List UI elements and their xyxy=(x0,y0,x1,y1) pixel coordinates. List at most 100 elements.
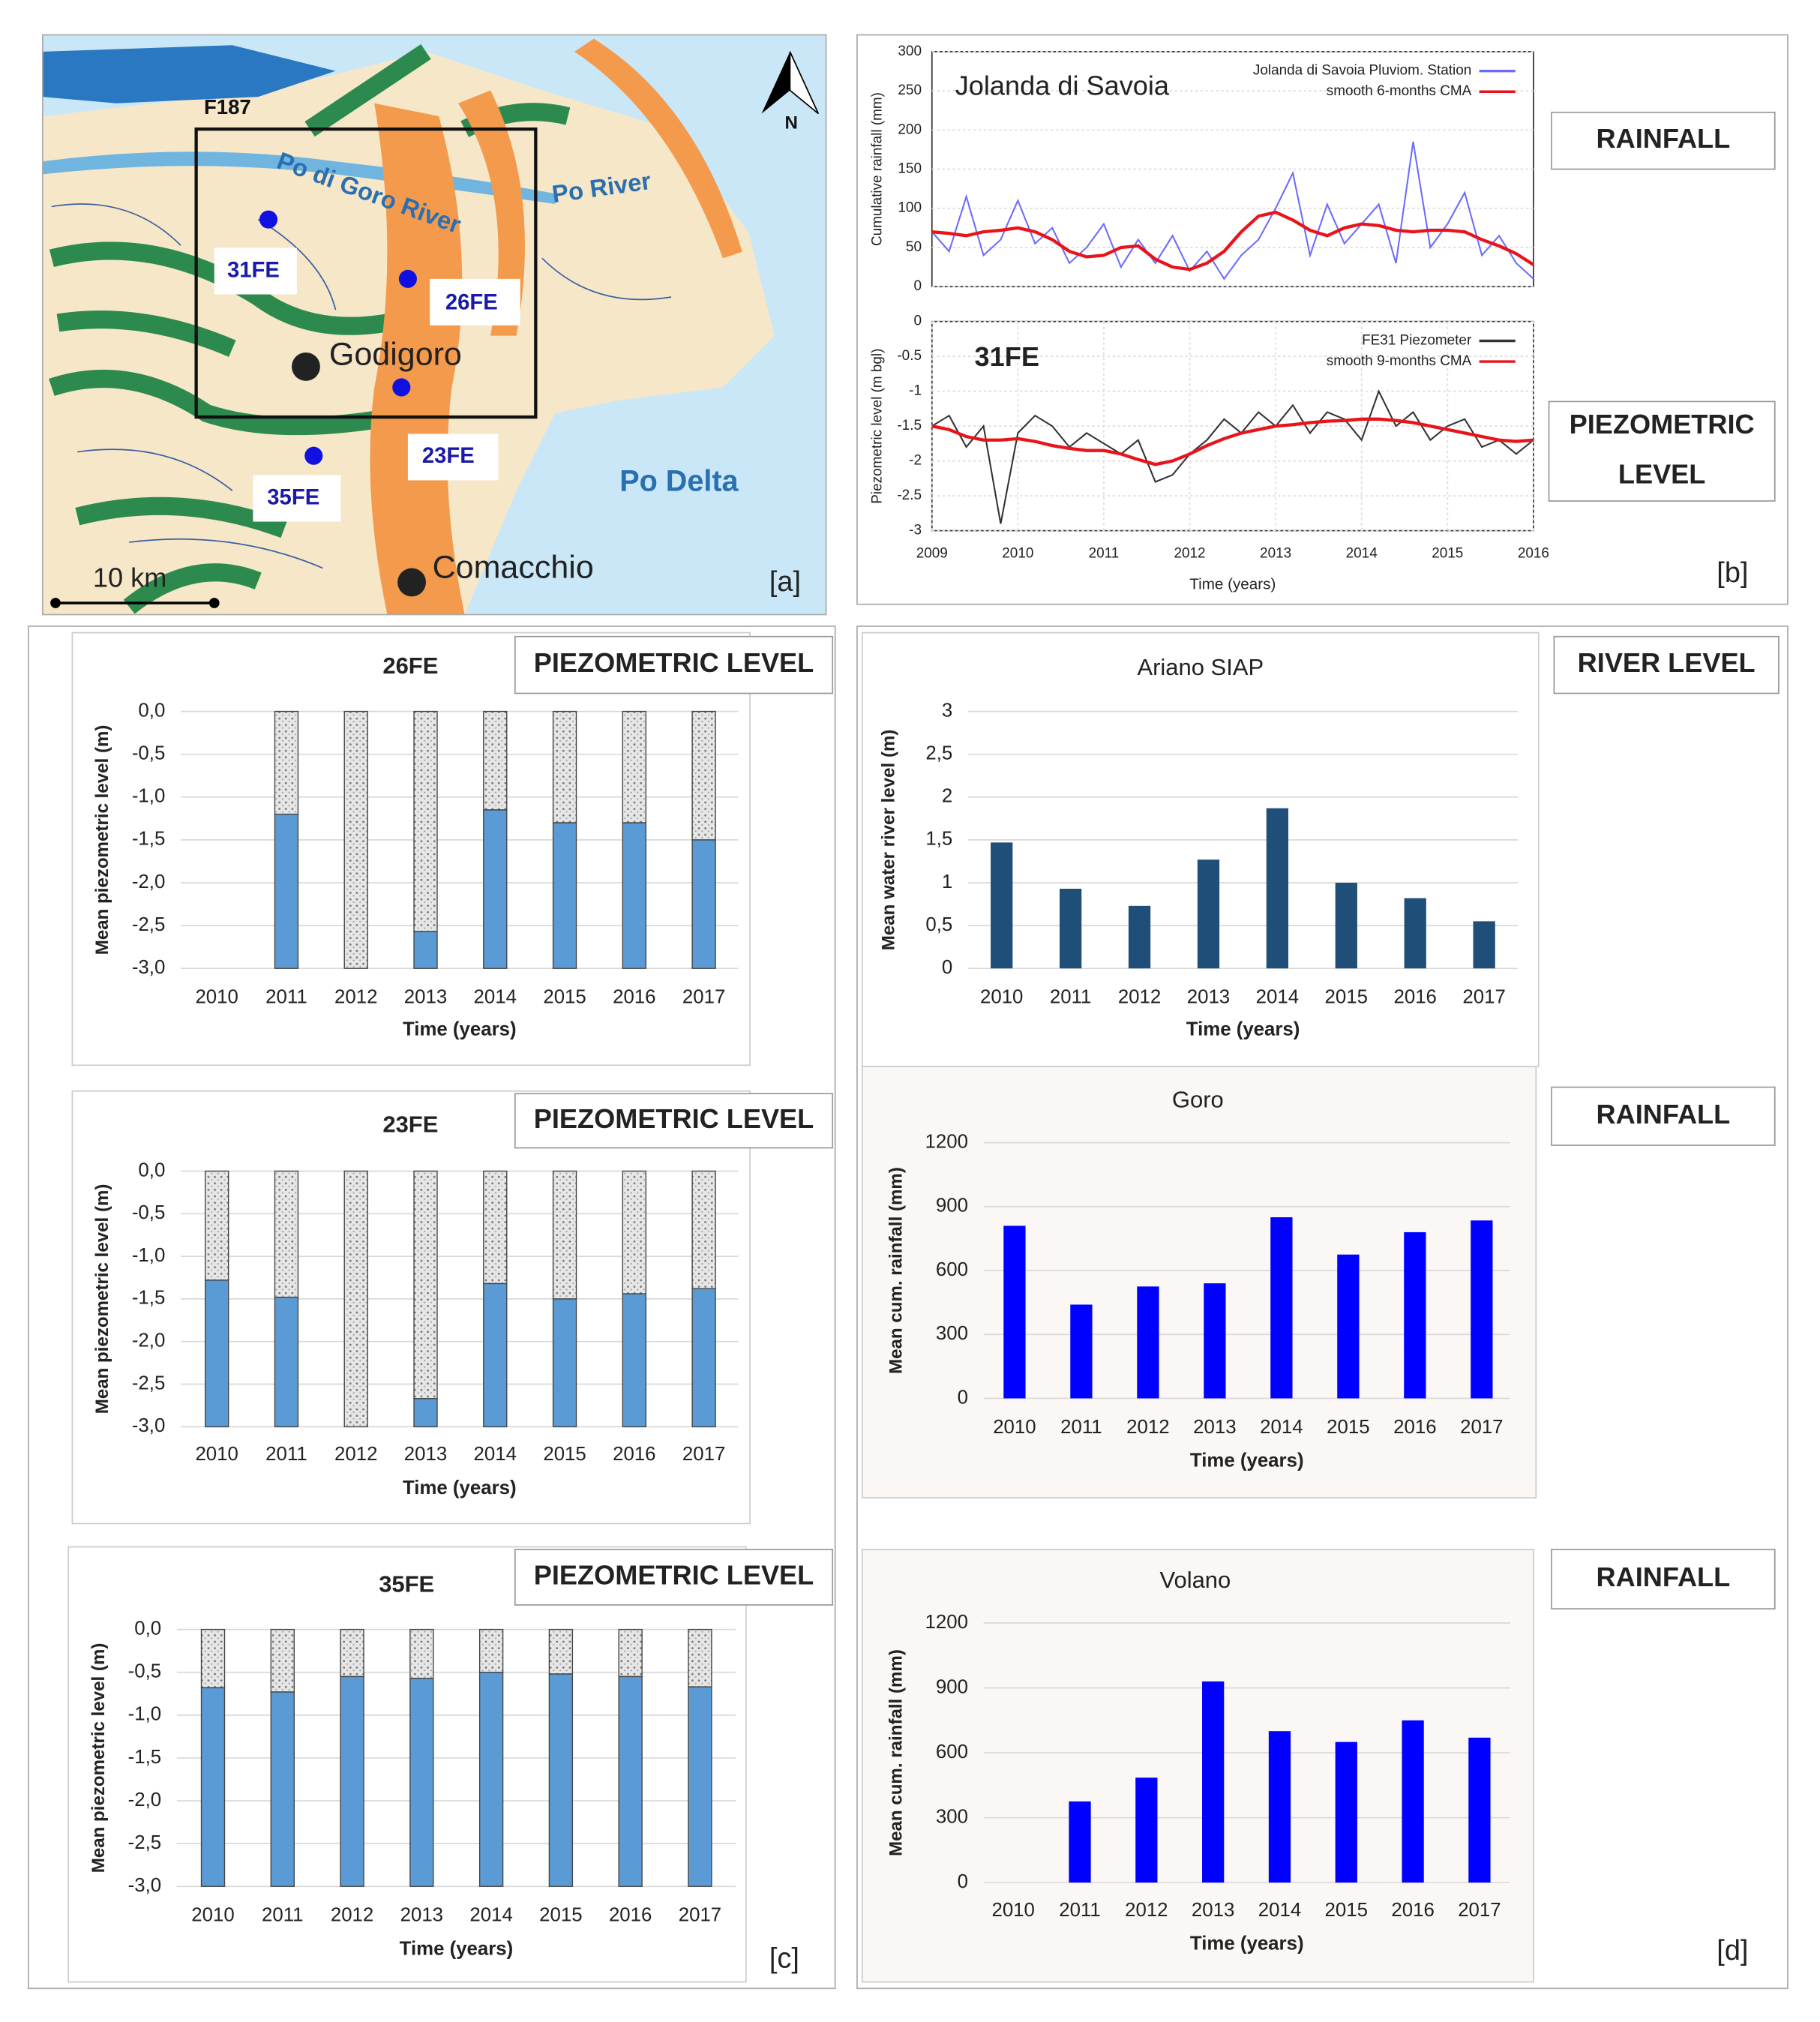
y-tick-label: 300 xyxy=(936,1806,968,1827)
y-axis-label: Mean piezometric level (m) xyxy=(88,1643,109,1874)
series-line xyxy=(931,141,1534,280)
x-tick-label: 2011 xyxy=(1059,1900,1101,1921)
bar xyxy=(1402,1720,1424,1883)
well xyxy=(259,210,278,229)
y-tick-label: -0,5 xyxy=(128,1661,161,1682)
panel-label: [b] xyxy=(1717,557,1748,589)
side-label: PIEZOMETRIC xyxy=(1570,409,1755,440)
bar-hatched xyxy=(409,1628,434,1679)
bar-hatched xyxy=(274,710,299,815)
bar xyxy=(1069,1801,1091,1883)
y-axis-label: Mean cum. rainfall (mm) xyxy=(886,1167,907,1374)
x-tick-label: 2012 xyxy=(331,1905,373,1926)
x-tick-label: 2015 xyxy=(543,987,586,1008)
x-tick-label: 2011 xyxy=(1089,546,1120,562)
x-tick-label: 2013 xyxy=(404,987,447,1008)
y-tick-label: -0,5 xyxy=(132,1202,165,1223)
bar-hatched xyxy=(200,1628,226,1688)
well xyxy=(304,446,323,465)
y-tick-label: 0 xyxy=(913,314,922,329)
map-label: Comacchio xyxy=(433,550,594,586)
bar xyxy=(1070,1304,1093,1399)
x-tick-label: 2016 xyxy=(613,1444,655,1465)
map-label: Godigoro xyxy=(329,337,462,373)
panel-frame xyxy=(41,34,827,616)
town xyxy=(292,352,320,381)
x-axis-label: Time (years) xyxy=(403,1019,517,1040)
x-axis-label: Time (years) xyxy=(1189,575,1276,592)
y-tick-label: -1,0 xyxy=(132,786,165,807)
label-box xyxy=(214,248,297,295)
bar xyxy=(1404,898,1426,969)
x-tick-label: 2014 xyxy=(1258,1900,1301,1921)
x-tick-label: 2016 xyxy=(609,1905,652,1926)
bar xyxy=(413,931,438,969)
bar xyxy=(1335,1742,1357,1883)
y-tick-label: 0,0 xyxy=(138,1160,165,1180)
y-tick-label: -1,5 xyxy=(132,829,165,850)
map-label: 35FE xyxy=(267,485,319,509)
side-label-box xyxy=(1553,635,1780,694)
x-axis-label: Time (years) xyxy=(1190,1934,1304,1954)
y-tick-label: -1,0 xyxy=(128,1704,161,1725)
panel-label: [c] xyxy=(769,1942,799,1974)
side-label: LEVEL xyxy=(1618,458,1705,489)
chart-title: 26FE xyxy=(382,652,438,679)
x-tick-label: 2014 xyxy=(474,1444,517,1465)
bar xyxy=(1404,1232,1426,1399)
y-tick-label: -3,0 xyxy=(128,1875,161,1896)
bar xyxy=(1202,1681,1225,1883)
bar xyxy=(991,842,1013,969)
map: F187 Po di Goro River Po River 31FE 26FE… xyxy=(42,34,826,615)
x-tick-label: 2016 xyxy=(1393,987,1436,1008)
x-tick-label: 2014 xyxy=(1346,546,1378,562)
bar xyxy=(691,839,716,969)
bar xyxy=(340,1676,364,1887)
x-tick-label: 2013 xyxy=(1192,1900,1234,1921)
y-tick-label: 200 xyxy=(898,122,922,137)
panel-label: [d] xyxy=(1717,1935,1748,1966)
x-tick-label: 2015 xyxy=(1325,987,1368,1008)
y-tick-label: 1,5 xyxy=(925,829,952,850)
y-tick-label: 2,5 xyxy=(925,743,952,764)
x-tick-label: 2017 xyxy=(1460,1417,1503,1438)
y-tick-label: -0,5 xyxy=(132,743,165,764)
panel-label: [a] xyxy=(769,566,801,598)
bar xyxy=(622,822,647,969)
dunes xyxy=(370,38,742,615)
y-tick-label: -1,5 xyxy=(128,1747,161,1768)
x-tick-label: 2010 xyxy=(993,1417,1036,1438)
chart-title: 35FE xyxy=(379,1570,434,1597)
bar-hatched xyxy=(688,1628,712,1688)
y-tick-label: -2,5 xyxy=(132,1372,165,1394)
side-label: PIEZOMETRIC LEVEL xyxy=(534,647,814,678)
bar xyxy=(1335,882,1357,969)
chart-title: Volano xyxy=(1160,1567,1231,1593)
bar xyxy=(478,1672,504,1887)
side-label: RAINFALL xyxy=(1597,1099,1731,1130)
x-tick-label: 2016 xyxy=(1391,1900,1434,1921)
lagoon xyxy=(42,45,336,104)
y-axis-label: Piezometric level (m bgl) xyxy=(869,349,885,504)
y-tick-label: -1 xyxy=(909,383,922,399)
chart-title: 23FE xyxy=(382,1111,438,1137)
x-tick-label: 2015 xyxy=(1327,1417,1369,1438)
y-tick-label: 900 xyxy=(936,1676,968,1697)
y-tick-label: -2.5 xyxy=(897,488,922,503)
y-tick-label: 100 xyxy=(898,200,922,216)
series-line xyxy=(931,417,1534,466)
label-box xyxy=(253,475,341,522)
bar xyxy=(1266,808,1289,969)
x-tick-label: 2016 xyxy=(1393,1417,1436,1438)
x-tick-label: 2012 xyxy=(1118,987,1161,1008)
bar-hatched xyxy=(204,1170,229,1281)
side-label: RAINFALL xyxy=(1597,1562,1731,1592)
bar-hatched xyxy=(413,1170,438,1400)
x-tick-label: 2017 xyxy=(682,987,725,1008)
x-tick-label: 2017 xyxy=(679,1905,721,1926)
x-axis-label: Time (years) xyxy=(1190,1450,1304,1472)
bar xyxy=(1137,1286,1159,1399)
bar xyxy=(1473,921,1495,969)
y-tick-label: -1,0 xyxy=(132,1245,165,1266)
